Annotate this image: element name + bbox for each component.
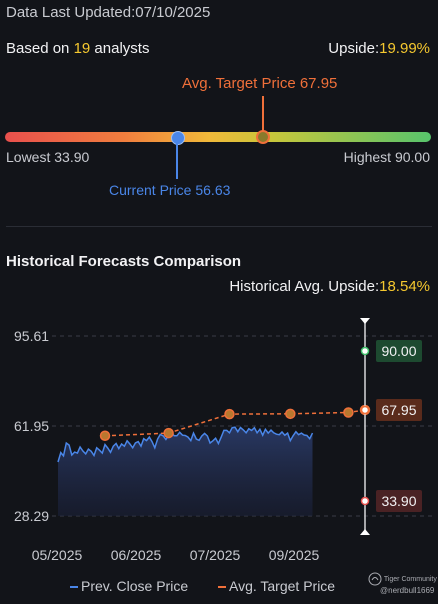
avg-target-point <box>285 408 296 420</box>
current-price-label: Current Price 56.63 <box>109 182 231 198</box>
avg-target-badge <box>376 398 422 421</box>
low-target-value: 33.90 <box>381 493 416 509</box>
lowest-label: Lowest 33.90 <box>6 149 90 165</box>
historical-forecast-chart: 95.61 61.95 28.29 05/2025 06/2025 07/2025 09/2… <box>14 318 432 563</box>
x-tick-label: 06/2025 <box>111 547 162 563</box>
legend-blue-swatch <box>70 586 78 589</box>
avg-target-point <box>224 408 235 420</box>
historical-upside-text: Historical Avg. Upside:18.54% <box>229 278 430 295</box>
low-target-badge <box>376 490 422 512</box>
x-tick-label: 09/2025 <box>269 547 320 563</box>
x-tick-label: 05/2025 <box>32 547 83 563</box>
analyst-count-text: Based on 19 analysts <box>6 40 150 57</box>
tiger-community-watermark: Tiger Community @nerdbull1669 <box>368 572 437 595</box>
close-price-line <box>57 426 314 463</box>
y-tick-label: 28.29 <box>14 508 49 524</box>
historical-upside-value: 18.54% <box>379 278 430 295</box>
range-bottom-triangle <box>360 529 370 535</box>
avg-target-connector <box>262 96 264 132</box>
y-tick-label: 95.61 <box>14 328 49 344</box>
close-price-area <box>58 427 313 516</box>
high-target-value: 90.00 <box>381 343 416 359</box>
section-divider <box>6 226 432 227</box>
high-target-badge <box>376 340 422 362</box>
price-range-gauge <box>5 132 431 142</box>
data-last-updated: Data Last Updated:07/10/2025 <box>6 4 211 21</box>
avg-target-point <box>99 430 111 442</box>
updated-date: 07/10/2025 <box>135 4 211 21</box>
avg-target-dot <box>360 405 370 415</box>
low-target-dot <box>360 496 370 506</box>
legend-avg-target: Avg. Target Price <box>218 578 335 594</box>
avg-target-price-label: Avg. Target Price 67.95 <box>182 75 338 92</box>
current-price-connector <box>176 143 178 179</box>
high-target-dot <box>360 346 370 356</box>
legend-orange-swatch <box>218 586 226 589</box>
upside-value: 19.99% <box>379 40 430 57</box>
avg-target-value: 67.95 <box>381 402 416 418</box>
avg-target-line <box>104 409 366 437</box>
range-top-triangle <box>360 318 370 324</box>
tiger-logo-icon <box>368 572 382 586</box>
historical-forecasts-title: Historical Forecasts Comparison <box>6 253 242 270</box>
y-tick-label: 61.95 <box>14 418 49 434</box>
legend-close-price: Prev. Close Price <box>70 578 188 594</box>
avg-target-marker <box>256 130 270 144</box>
upside-text: Upside:19.99% <box>328 40 430 57</box>
highest-label: Highest 90.00 <box>343 149 430 165</box>
analyst-count: 19 <box>73 40 91 57</box>
avg-target-point <box>163 427 174 439</box>
x-tick-label: 07/2025 <box>190 547 241 563</box>
current-price-marker <box>171 131 185 145</box>
avg-target-point <box>343 407 354 418</box>
